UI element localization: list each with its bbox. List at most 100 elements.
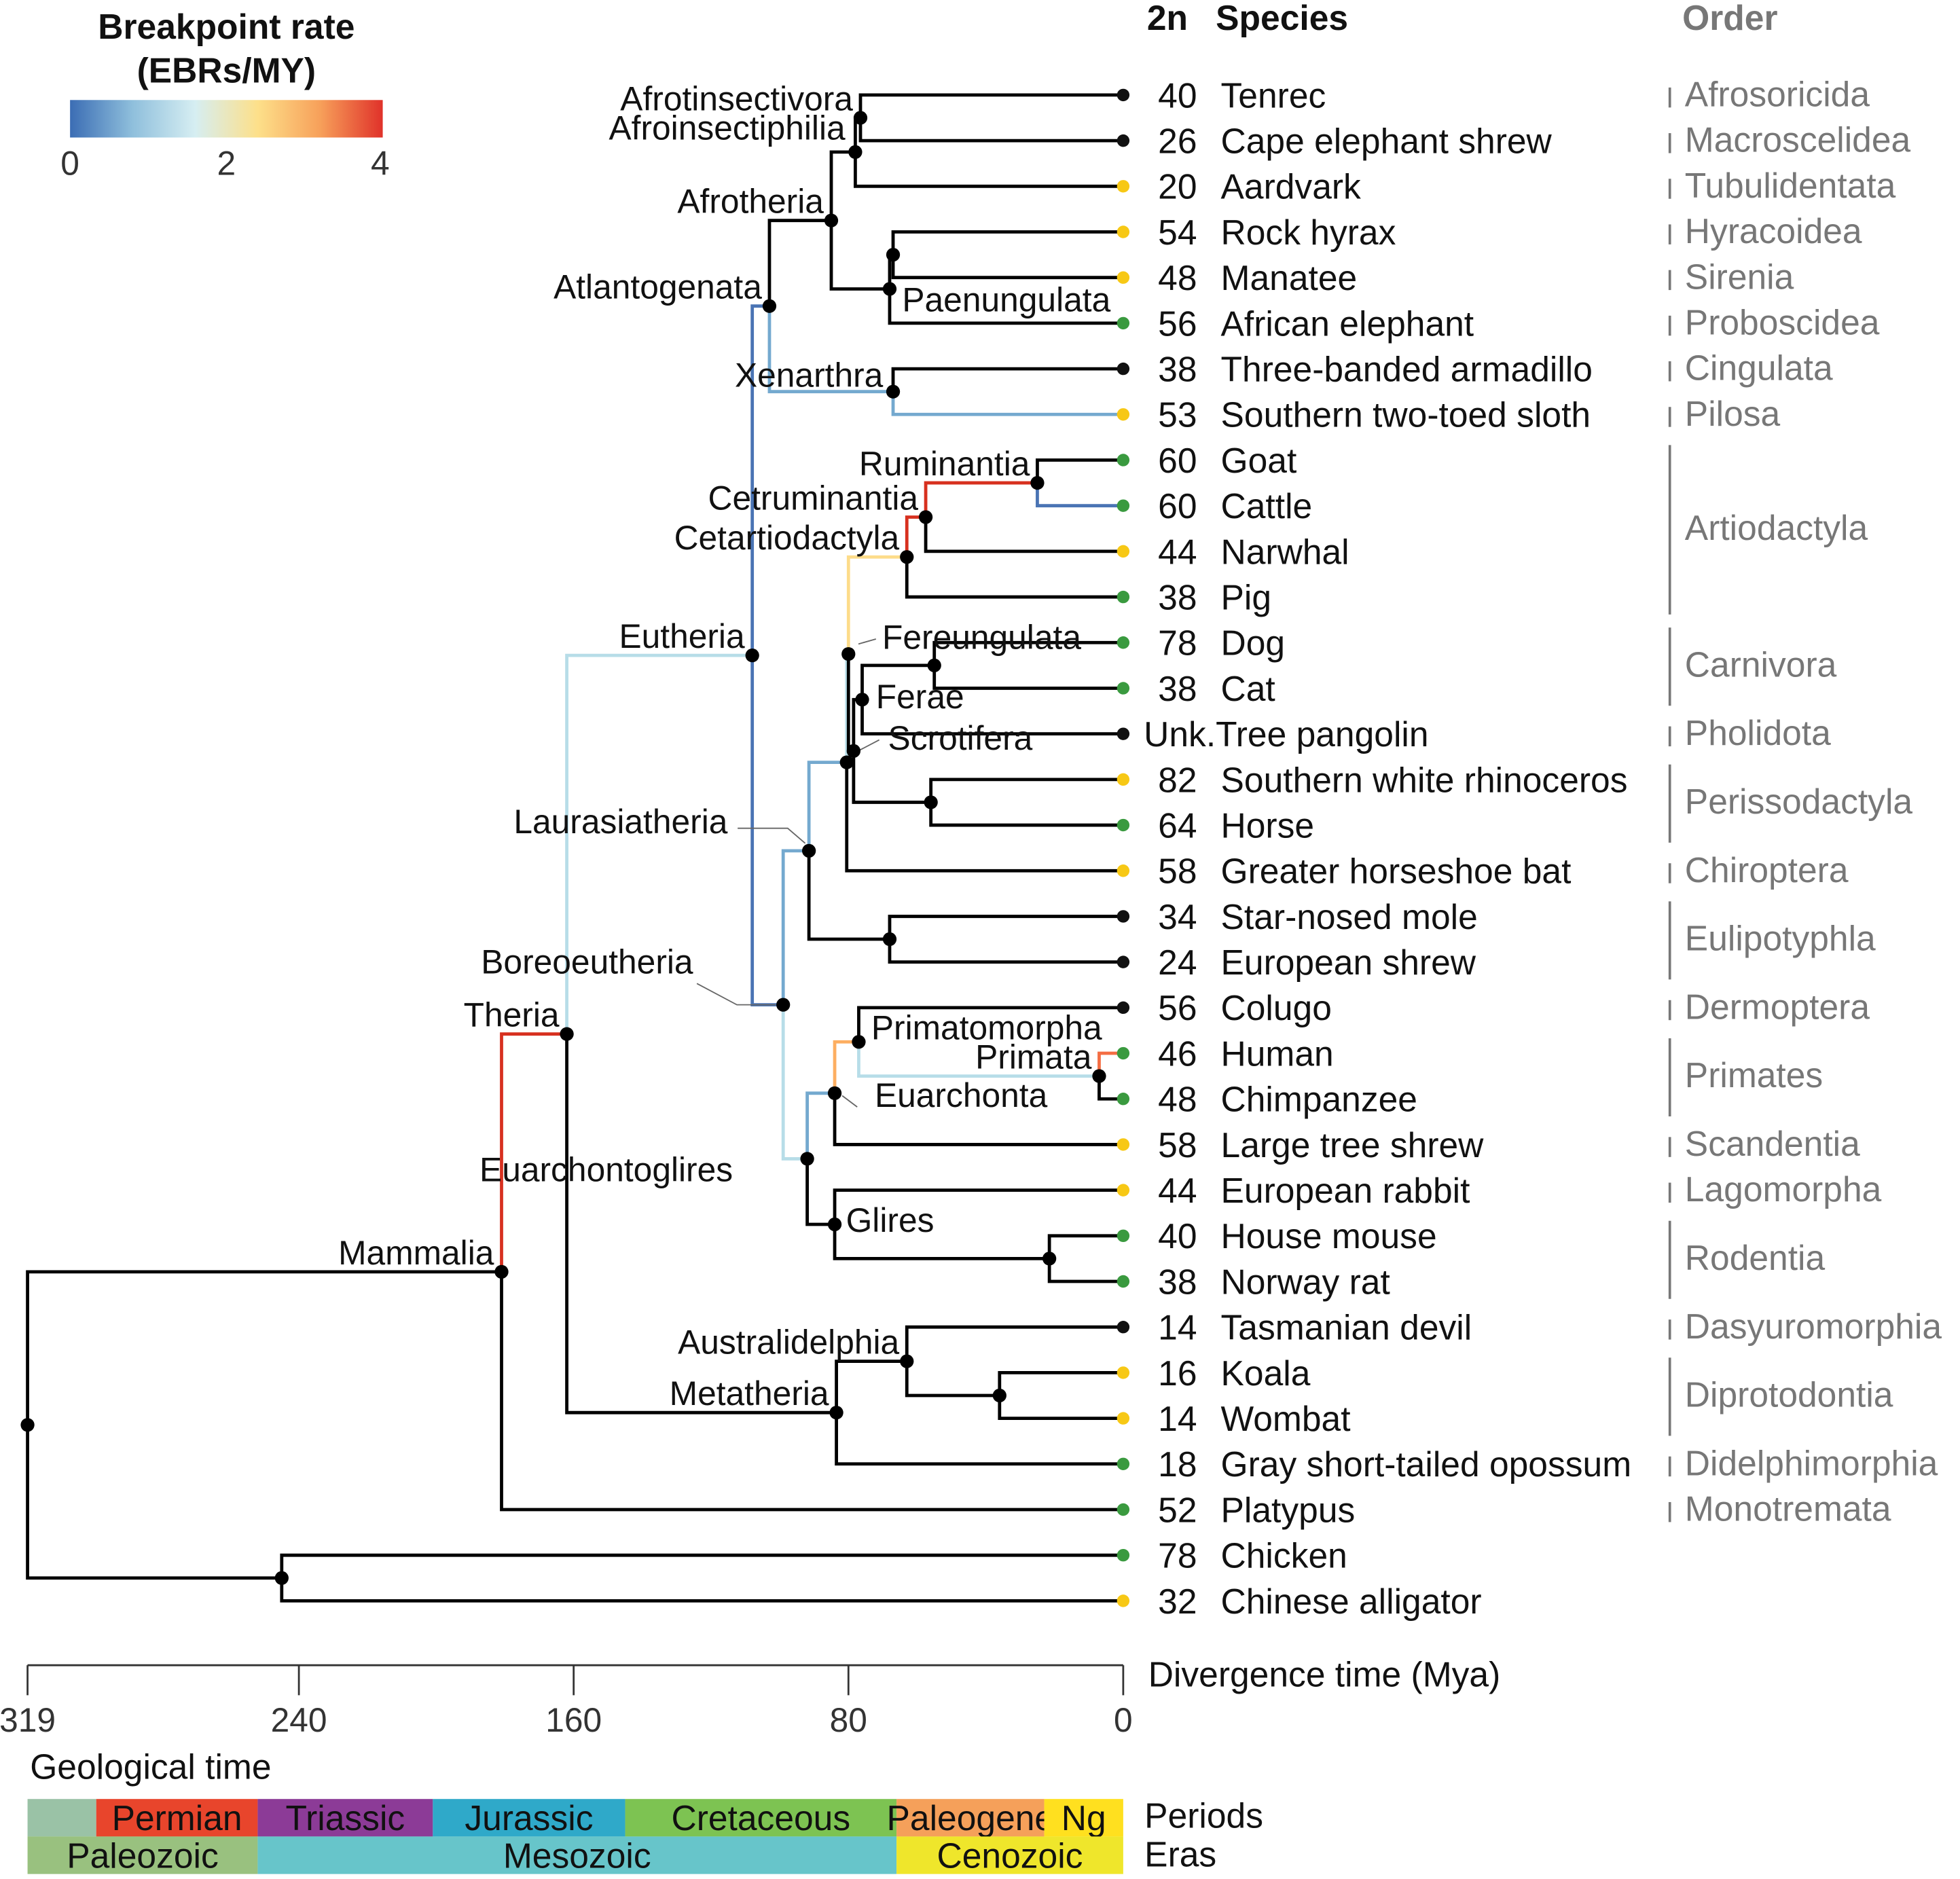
species-name: Manatee [1221, 258, 1358, 297]
node-dot [841, 646, 856, 661]
species-name: Horse [1221, 805, 1315, 845]
chromosome-number: 58 [1158, 852, 1197, 891]
branch [860, 663, 934, 700]
species-name: Platypus [1221, 1490, 1356, 1529]
branch [833, 1224, 1050, 1260]
species-name: Tree pangolin [1216, 714, 1428, 754]
tip-dot [1117, 134, 1130, 147]
branch [905, 1361, 1000, 1398]
node-dot [20, 1418, 35, 1432]
branch [280, 1553, 1123, 1578]
clade-label: Laurasiatheria [513, 803, 727, 841]
species-name: European rabbit [1221, 1171, 1470, 1210]
clade-label: Afroinsectiphilia [609, 109, 846, 147]
branch [924, 481, 1038, 517]
tip-dot [1117, 1548, 1130, 1562]
species-name: Pig [1221, 577, 1272, 617]
chromosome-number: 14 [1158, 1308, 1197, 1347]
species-name: African elephant [1221, 304, 1474, 343]
time-axis: Divergence time (Mya) 319 240 160 80 0 [0, 1654, 1500, 1738]
branch [807, 850, 890, 941]
tip-dot [1117, 1001, 1130, 1015]
branch [1047, 1258, 1123, 1283]
clade-label: Primatomorpha [871, 1009, 1102, 1047]
order-name: Primates [1685, 1055, 1823, 1095]
node-dot [827, 1086, 842, 1100]
species-name: Cat [1221, 669, 1275, 708]
tip-dot [1117, 88, 1130, 102]
header-order: Order [1682, 0, 1777, 37]
tip-dot [1117, 1412, 1130, 1425]
clade-label: Primata [975, 1038, 1092, 1076]
tip-dot [1117, 1093, 1130, 1106]
branch [26, 1270, 502, 1425]
axis-title: Divergence time (Mya) [1148, 1654, 1501, 1694]
node-dot [853, 111, 868, 125]
species-name: Goat [1221, 441, 1297, 480]
order-list: Afrosoricida Macroscelidea Tubulidentata Hy… [1668, 74, 1942, 1529]
label-leader-line [738, 827, 806, 844]
branch [833, 1188, 1123, 1225]
branch [833, 1040, 859, 1093]
branch [924, 517, 1123, 553]
node-dot [852, 1035, 866, 1049]
branch [905, 1325, 1123, 1362]
tip-dot [1117, 773, 1130, 786]
order-name: Scandentia [1685, 1124, 1860, 1163]
tip-dot [1117, 955, 1130, 968]
branch [565, 1034, 837, 1415]
tree-nodes [20, 88, 1130, 1607]
node-dot [1092, 1069, 1106, 1083]
periods-segment [433, 1799, 625, 1837]
branch [858, 117, 1123, 143]
order-name: Hyracoidea [1685, 211, 1862, 251]
legend-tick: 4 [371, 145, 390, 183]
chromosome-number: 18 [1158, 1444, 1197, 1484]
branch [835, 1412, 1123, 1466]
species-name: Southern white rhinoceros [1221, 760, 1628, 799]
chromosome-number: 78 [1158, 623, 1197, 663]
branch [750, 655, 784, 1007]
chromosome-number: 60 [1158, 441, 1197, 480]
axis-tick-label: 319 [0, 1701, 56, 1739]
legend-subtitle: (EBRs/MY) [137, 51, 316, 90]
tip-dot [1117, 225, 1130, 238]
chromosome-number: 44 [1158, 532, 1197, 571]
node-dot [824, 213, 839, 227]
species-name: Chinese alligator [1221, 1582, 1482, 1621]
order-name: Artiodactyla [1685, 508, 1868, 547]
node-dot [848, 145, 863, 160]
chromosome-number: 48 [1158, 1080, 1197, 1119]
periods-name: Jurassic [465, 1798, 593, 1838]
tip-dot [1117, 271, 1130, 284]
periods-name: Ng [1061, 1798, 1106, 1838]
chromosome-number: 38 [1158, 669, 1197, 708]
order-name: Sirenia [1685, 257, 1794, 296]
clade-label: Scrotifera [888, 719, 1033, 757]
node-dot [762, 299, 777, 313]
node-dot [924, 795, 938, 809]
species-name: Aardvark [1221, 167, 1362, 206]
clade-label: Boreoeutheria [481, 943, 693, 981]
species-name: Star-nosed mole [1221, 897, 1478, 936]
species-name: Chimpanzee [1221, 1080, 1417, 1119]
periods-label: Periods [1144, 1796, 1263, 1836]
node-dot [560, 1027, 574, 1041]
chromosome-number: 14 [1158, 1399, 1197, 1438]
node-dot [900, 550, 914, 564]
tree-branches [26, 93, 1123, 1603]
order-name: Carnivora [1685, 644, 1837, 684]
branch [807, 761, 847, 851]
chromosome-number: 26 [1158, 122, 1197, 161]
legend-tick: 0 [60, 145, 79, 183]
tip-dot [1117, 1594, 1130, 1607]
species-name: Human [1221, 1034, 1334, 1073]
tip-dot [1117, 1229, 1130, 1243]
species-list: 40 Tenrec 26 Cape elephant shrew 20 Aardvark 5… [1144, 75, 1631, 1620]
branch [565, 653, 752, 1034]
tip-dot [1117, 727, 1130, 740]
branch [905, 557, 1123, 599]
clade-label: Glires [846, 1201, 934, 1239]
node-dot [855, 693, 869, 707]
clade-label: Paenungulata [902, 281, 1110, 319]
